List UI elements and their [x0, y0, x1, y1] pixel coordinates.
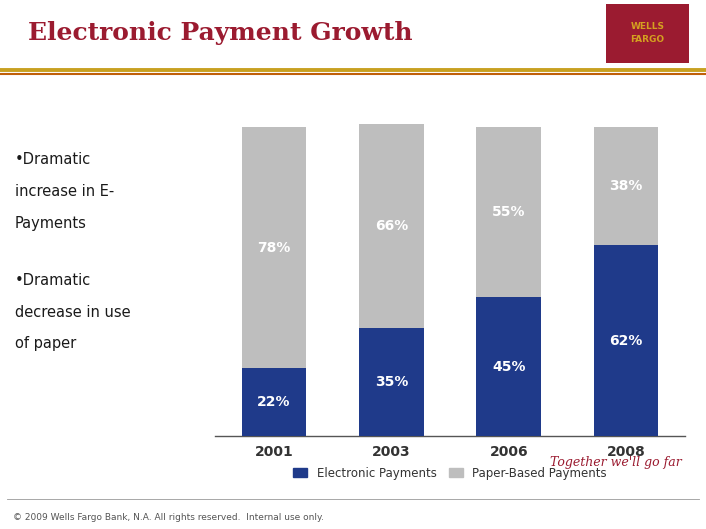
- Text: 35%: 35%: [375, 375, 408, 389]
- Text: increase in E-: increase in E-: [15, 184, 114, 199]
- Legend: Electronic Payments, Paper-Based Payments: Electronic Payments, Paper-Based Payment…: [289, 462, 611, 484]
- Text: 38%: 38%: [609, 179, 643, 193]
- Bar: [477, 127, 541, 297]
- Text: 78%: 78%: [257, 241, 291, 254]
- Bar: [594, 244, 659, 436]
- Text: 22%: 22%: [257, 395, 291, 409]
- Text: Electronic Payment Growth: Electronic Payment Growth: [28, 21, 413, 45]
- Text: 66%: 66%: [375, 219, 408, 233]
- Text: 55%: 55%: [492, 205, 525, 219]
- Bar: [241, 368, 306, 436]
- FancyBboxPatch shape: [606, 4, 689, 63]
- Text: •Dramatic: •Dramatic: [15, 273, 91, 288]
- Bar: [359, 328, 424, 436]
- Text: decrease in use: decrease in use: [15, 305, 131, 320]
- Bar: [241, 127, 306, 368]
- Text: •Dramatic: •Dramatic: [15, 152, 91, 167]
- Bar: [359, 124, 424, 328]
- Text: Together we'll go far: Together we'll go far: [549, 457, 681, 469]
- Text: 45%: 45%: [492, 360, 525, 374]
- Text: of paper: of paper: [15, 336, 76, 351]
- Bar: [477, 297, 541, 436]
- Text: © 2009 Wells Fargo Bank, N.A. All rights reserved.  Internal use only.: © 2009 Wells Fargo Bank, N.A. All rights…: [13, 514, 324, 523]
- Bar: [594, 127, 659, 244]
- Text: Payments: Payments: [15, 216, 87, 231]
- Text: 62%: 62%: [609, 333, 643, 348]
- Text: WELLS
FARGO: WELLS FARGO: [630, 22, 664, 44]
